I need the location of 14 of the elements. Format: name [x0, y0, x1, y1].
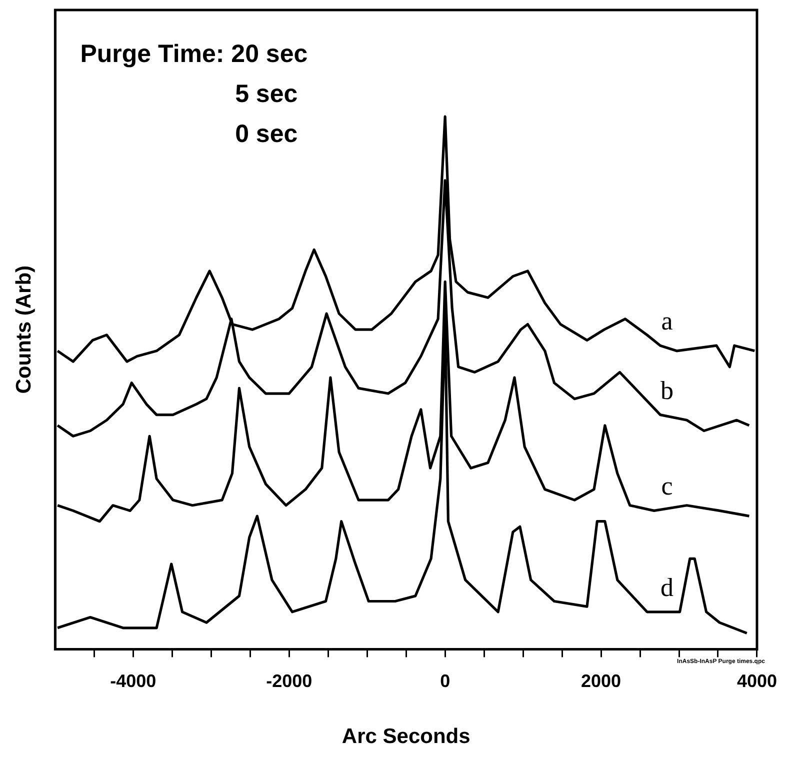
series-label: c: [661, 472, 673, 501]
x-tick-label: -4000: [110, 670, 156, 691]
text: 5 sec: [235, 80, 298, 108]
annotation: 0 sec: [235, 120, 298, 148]
x-tick-label: -2000: [266, 670, 312, 691]
text: Purge Time: 20 sec: [80, 40, 308, 68]
x-axis-title: Arc Seconds: [342, 725, 470, 748]
x-tick-label: 0: [440, 670, 450, 691]
x-tick-label: 4000: [736, 670, 777, 691]
x-tick-label: 2000: [581, 670, 622, 691]
series-label: a: [661, 306, 674, 336]
y-axis-title: Counts (Arb): [12, 265, 36, 394]
series-label: d: [660, 572, 674, 602]
series-label: b: [660, 376, 674, 405]
